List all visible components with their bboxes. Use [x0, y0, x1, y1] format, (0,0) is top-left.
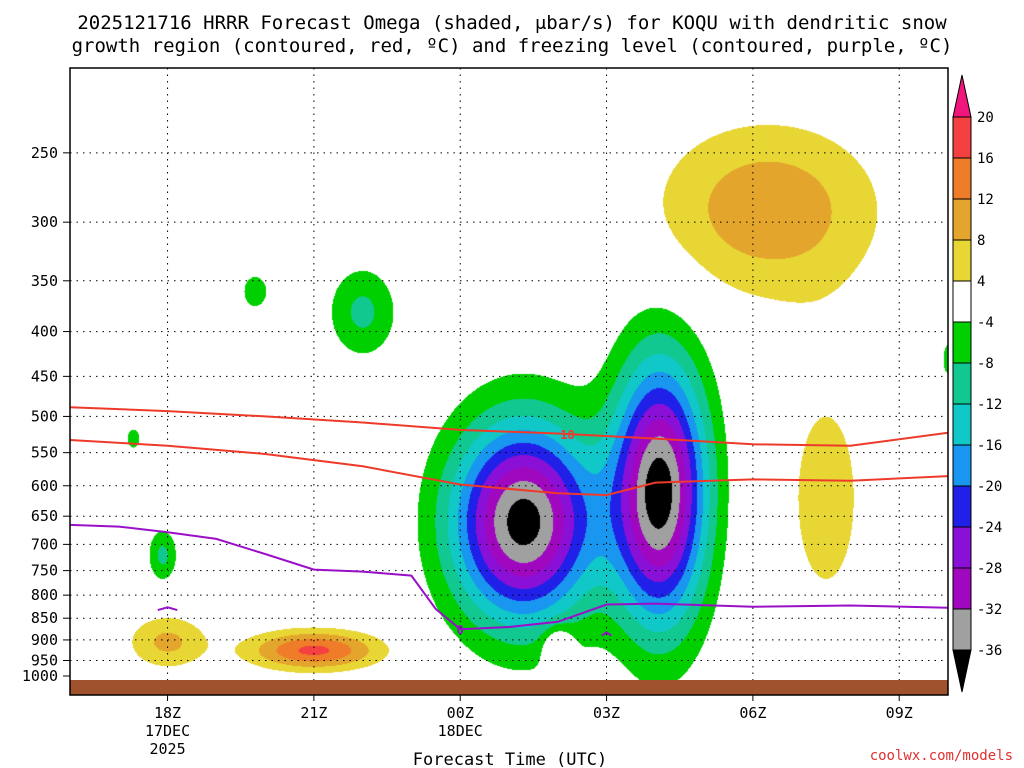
x-tick-label-09Z: 09Z: [886, 704, 913, 722]
colorbar-bin--40: [952, 649, 972, 693]
colorbar-label--4: -4: [977, 315, 994, 331]
credit-text: coolwx.com/models: [870, 748, 1013, 764]
y-tick-label-350: 350: [31, 272, 58, 290]
colorbar-label--24: -24: [977, 520, 1002, 536]
colorbar-label--20: -20: [977, 479, 1002, 495]
y-tick-label-1000: 1000: [22, 667, 58, 685]
colorbar-bin--8: [952, 321, 972, 364]
colorbar-bin-4: [952, 239, 972, 282]
ground-strip: [70, 680, 948, 695]
y-tick-label-700: 700: [31, 535, 58, 553]
contour-label-freezing-level: 0: [457, 623, 464, 637]
y-tick-label-300: 300: [31, 213, 58, 231]
colorbar-label--12: -12: [977, 397, 1002, 413]
x-axis-label: Forecast Time (UTC): [413, 750, 607, 768]
colorbar-bin-12: [952, 157, 972, 200]
colorbar-bin--20: [952, 444, 972, 487]
x-tick-label-18Z: 18Z: [154, 704, 181, 722]
y-tick-label-850: 850: [31, 609, 58, 627]
colorbar-bin--36: [952, 608, 972, 651]
plot-frame: [69, 67, 949, 696]
colorbar-bin--24: [952, 485, 972, 528]
contour-freezing-level-blip-1: [157, 606, 178, 612]
x-tick-date-18Z: 17DEC: [145, 722, 190, 740]
colorbar-bin--16: [952, 403, 972, 446]
contour-dendritic-lower: [70, 439, 948, 497]
colorbar-label--8: -8: [977, 356, 994, 372]
y-tick-label-550: 550: [31, 444, 58, 462]
omega-shading: [70, 68, 948, 680]
colorbar-bin-8: [952, 198, 972, 241]
contour-label-dendritic-upper: 18: [560, 428, 574, 442]
y-tick-label-950: 950: [31, 651, 58, 669]
y-tick-label-900: 900: [31, 631, 58, 649]
colorbar-bin--32: [952, 567, 972, 610]
colorbar-label-16: 16: [977, 151, 994, 167]
y-tick-label-450: 450: [31, 367, 58, 385]
contour-freezing-level-blip-2: [601, 631, 612, 637]
plot-area: 18 0 250 300 350 400 450 500 550 600 650 700 750 800 8…: [22, 67, 949, 758]
colorbar-bin--4: [952, 280, 972, 323]
colorbar-bin--12: [952, 362, 972, 405]
y-tick-label-750: 750: [31, 562, 58, 580]
x-tick-label-21Z: 21Z: [300, 704, 327, 722]
colorbar-bin-16: [952, 116, 972, 159]
colorbar-label--36: -36: [977, 643, 1002, 659]
colorbar-label-8: 8: [977, 233, 985, 249]
colorbar-label--16: -16: [977, 438, 1002, 454]
chart-title-line-1: 2025121716 HRRR Forecast Omega (shaded, …: [77, 12, 947, 34]
colorbar-bin-20: [952, 74, 972, 118]
y-tick-label-800: 800: [31, 586, 58, 604]
y-tick-label-650: 650: [31, 507, 58, 525]
x-tick-date-00Z: 18DEC: [438, 722, 483, 740]
x-tick-label-00Z: 00Z: [447, 704, 474, 722]
y-tick-label-600: 600: [31, 477, 58, 495]
y-tick-label-250: 250: [31, 144, 58, 162]
y-tick-label-400: 400: [31, 323, 58, 341]
contour-freezing-level: [70, 523, 948, 631]
colorbar-label--28: -28: [977, 561, 1002, 577]
colorbar-bin--28: [952, 526, 972, 569]
x-tick-year-18Z: 2025: [149, 740, 185, 758]
chart-title-line-2: growth region (contoured, red, ºC) and f…: [72, 35, 953, 57]
colorbar-label--32: -32: [977, 602, 1002, 618]
colorbar: 20 16 12 8 4 -4 -8 -12 -16 -20 -24 -28 -32 -36: [952, 74, 1002, 693]
colorbar-label-12: 12: [977, 192, 994, 208]
x-tick-label-03Z: 03Z: [593, 704, 620, 722]
x-tick-label-06Z: 06Z: [739, 704, 766, 722]
colorbar-label-20: 20: [977, 110, 994, 126]
contour-dendritic-upper: [70, 406, 948, 447]
y-tick-label-500: 500: [31, 407, 58, 425]
colorbar-label-4: 4: [977, 274, 985, 290]
